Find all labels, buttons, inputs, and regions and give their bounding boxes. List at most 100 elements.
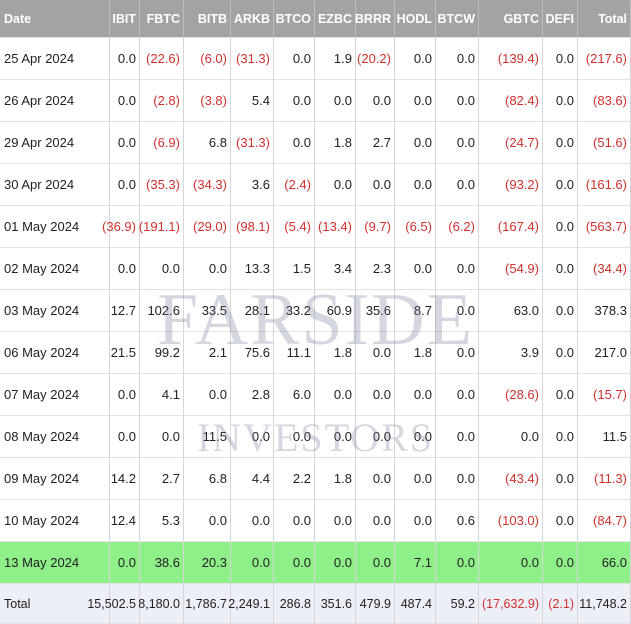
table-cell: 38.6 (140, 542, 184, 584)
table-cell: 26 Apr 2024 (0, 80, 110, 122)
table-cell: (29.0) (184, 206, 231, 248)
table-cell: 2.7 (356, 122, 395, 164)
table-cell: (9.7) (356, 206, 395, 248)
table-cell: (28.6) (479, 374, 543, 416)
table-cell: (103.0) (479, 500, 543, 542)
table-cell: 0.0 (110, 164, 140, 206)
table-cell: 0.0 (356, 80, 395, 122)
table-cell: (6.0) (184, 38, 231, 80)
table-cell: (11.3) (578, 458, 631, 500)
table-cell: 3.6 (231, 164, 274, 206)
table-cell: 6.8 (184, 122, 231, 164)
total-cell: 8,180.0 (138, 584, 184, 624)
table-cell: 2.2 (274, 458, 315, 500)
table-cell: 0.0 (356, 164, 395, 206)
table-cell: (13.4) (315, 206, 356, 248)
table-cell: (84.7) (578, 500, 631, 542)
table-cell: 0.0 (436, 122, 479, 164)
table-cell: (6.2) (436, 206, 479, 248)
table-cell: 12.4 (110, 500, 140, 542)
table-cell: 66.0 (578, 542, 631, 584)
table-cell: 0.0 (110, 38, 140, 80)
table-cell: 3.9 (479, 332, 543, 374)
table-cell: 0.0 (110, 374, 140, 416)
table-cell: (2.8) (140, 80, 184, 122)
table-cell: 0.0 (543, 164, 578, 206)
table-cell: 0.0 (356, 500, 395, 542)
table-cell: 217.0 (578, 332, 631, 374)
header-cell: BTCW (436, 0, 479, 38)
table-cell: 0.0 (356, 542, 395, 584)
table-cell: 03 May 2024 (0, 290, 110, 332)
header-cell: Total (578, 0, 631, 38)
total-cell: 2,249.1 (228, 584, 274, 624)
table-cell: 0.0 (315, 164, 356, 206)
table-cell: (54.9) (479, 248, 543, 290)
table-cell: (22.6) (140, 38, 184, 80)
table-cell: 8.7 (395, 290, 436, 332)
total-cell: 11,748.2 (578, 584, 631, 624)
table-cell: 08 May 2024 (0, 416, 110, 458)
table-cell: 4.1 (140, 374, 184, 416)
table-cell: 0.0 (315, 542, 356, 584)
table-cell: 30 Apr 2024 (0, 164, 110, 206)
table-cell: 0.0 (479, 542, 543, 584)
table-cell: 0.0 (543, 500, 578, 542)
total-cell: 286.8 (274, 584, 315, 624)
table-cell: 0.0 (315, 500, 356, 542)
table-cell: 10 May 2024 (0, 500, 110, 542)
total-cell: 15,502.5 (87, 584, 140, 624)
table-cell: 0.0 (231, 416, 274, 458)
table-cell: 0.0 (184, 374, 231, 416)
header-cell: BITB (184, 0, 231, 38)
table-cell: (43.4) (479, 458, 543, 500)
table-cell: 0.0 (184, 500, 231, 542)
table-cell: 1.8 (315, 332, 356, 374)
table-cell: 13 May 2024 (0, 542, 110, 584)
table-cell: 14.2 (110, 458, 140, 500)
table-cell: 25 Apr 2024 (0, 38, 110, 80)
header-cell: DEFI (543, 0, 578, 38)
table-cell: 0.0 (110, 542, 140, 584)
table-cell: 0.0 (543, 374, 578, 416)
table-cell: (51.6) (578, 122, 631, 164)
table-cell: 0.0 (543, 38, 578, 80)
table-cell: 33.2 (274, 290, 315, 332)
header-cell: EZBC (315, 0, 356, 38)
table-cell: 1.8 (315, 458, 356, 500)
table-cell: 0.0 (436, 542, 479, 584)
table-cell: (34.4) (578, 248, 631, 290)
total-cell: (2.1) (543, 584, 578, 624)
table-cell: 3.4 (315, 248, 356, 290)
header-cell: ARKB (231, 0, 274, 38)
total-cell: 479.9 (356, 584, 395, 624)
table-cell: 09 May 2024 (0, 458, 110, 500)
table-cell: 6.8 (184, 458, 231, 500)
table-cell: 0.0 (543, 332, 578, 374)
table-cell: 6.0 (274, 374, 315, 416)
table-cell: 0.0 (274, 80, 315, 122)
table-cell: 7.1 (395, 542, 436, 584)
table-cell: 1.9 (315, 38, 356, 80)
table-cell: (93.2) (479, 164, 543, 206)
table-cell: 0.0 (436, 332, 479, 374)
table-cell: 0.0 (184, 248, 231, 290)
table-cell: 0.0 (274, 542, 315, 584)
table-cell: 0.0 (395, 416, 436, 458)
table-cell: 0.0 (110, 122, 140, 164)
table-cell: 60.9 (315, 290, 356, 332)
table-cell: 0.0 (315, 416, 356, 458)
table-cell: 0.0 (543, 416, 578, 458)
table-cell: 0.0 (395, 458, 436, 500)
table-cell: (35.3) (140, 164, 184, 206)
table-cell: (167.4) (479, 206, 543, 248)
table-cell: 0.0 (436, 416, 479, 458)
table-cell: 63.0 (479, 290, 543, 332)
table-cell: (31.3) (231, 38, 274, 80)
table-cell: 0.0 (274, 38, 315, 80)
table-cell: 0.0 (543, 542, 578, 584)
table-cell: (6.9) (140, 122, 184, 164)
table-cell: 2.8 (231, 374, 274, 416)
table-cell: 29 Apr 2024 (0, 122, 110, 164)
table-cell: (6.5) (395, 206, 436, 248)
